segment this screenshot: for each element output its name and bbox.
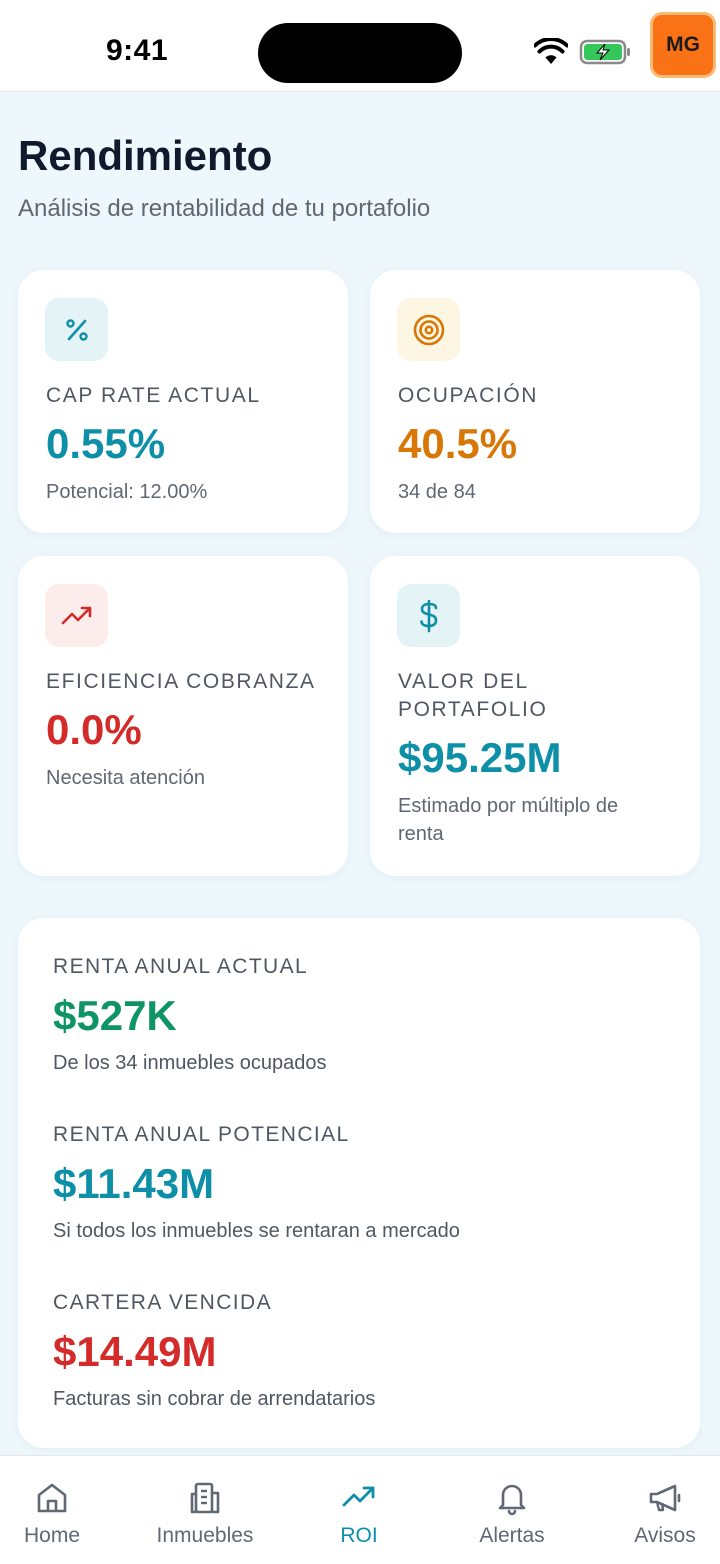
- home-icon: [37, 1483, 67, 1513]
- occupancy-value: 40.5%: [398, 420, 518, 467]
- occupancy-label: OCUPACIÓN: [398, 384, 539, 407]
- potential-income-value: $11.43M: [53, 1160, 215, 1207]
- occupancy-card[interactable]: OCUPACIÓN 40.5% 34 de 84: [370, 270, 700, 533]
- overdue-sub: Facturas sin cobrar de arrendatarios: [53, 1388, 376, 1410]
- target-icon: [397, 298, 460, 361]
- cap-rate-card[interactable]: CAP RATE ACTUAL 0.55% Potencial: 12.00%: [18, 270, 348, 533]
- occupancy-sub: 34 de 84: [398, 481, 476, 503]
- portfolio-value-value: $95.25M: [398, 734, 562, 781]
- trending-up-icon: [45, 584, 108, 647]
- current-income-label: RENTA ANUAL ACTUAL: [53, 955, 309, 978]
- portfolio-value-label-line2: PORTAFOLIO: [398, 698, 548, 721]
- dollar-icon: [397, 584, 460, 647]
- cap-rate-sub: Potencial: 12.00%: [46, 481, 208, 503]
- dynamic-island: [258, 23, 462, 83]
- building-icon: [190, 1482, 220, 1514]
- overdue-label: CARTERA VENCIDA: [53, 1291, 272, 1314]
- trending-up-icon: [342, 1486, 375, 1507]
- nav-label-roi: ROI: [340, 1524, 378, 1547]
- current-income-value: $527K: [53, 992, 177, 1039]
- status-time: 9:41: [106, 34, 169, 67]
- income-summary-card: RENTA ANUAL ACTUAL $527K De los 34 inmue…: [18, 918, 700, 1448]
- potential-income-sub: Si todos los inmuebles se rentaran a mer…: [53, 1220, 460, 1242]
- collection-label: EFICIENCIA COBRANZA: [46, 670, 316, 693]
- nav-label-avisos: Avisos: [634, 1524, 696, 1547]
- overdue-value: $14.49M: [53, 1328, 217, 1375]
- portfolio-value-label-line1: VALOR DEL: [398, 670, 529, 693]
- nav-label-alertas: Alertas: [479, 1524, 545, 1547]
- bottom-nav: Home Inmuebles ROI Alertas Av: [0, 1455, 720, 1564]
- page-title: Rendimiento: [18, 132, 273, 179]
- percent-icon: [45, 298, 108, 361]
- cap-rate-label: CAP RATE ACTUAL: [46, 384, 261, 407]
- portfolio-value-card[interactable]: VALOR DEL PORTAFOLIO $95.25M Estimado po…: [370, 556, 700, 876]
- wifi-icon: [534, 38, 568, 64]
- nav-item-avisos[interactable]: Avisos: [593, 1456, 720, 1564]
- nav-item-alertas[interactable]: Alertas: [440, 1456, 584, 1564]
- megaphone-icon: [649, 1484, 681, 1512]
- potential-income-label: RENTA ANUAL POTENCIAL: [53, 1123, 350, 1146]
- portfolio-value-sub-line1: Estimado por múltiplo de: [398, 795, 619, 817]
- nav-label-inmuebles: Inmuebles: [156, 1524, 254, 1547]
- nav-item-roi[interactable]: ROI: [287, 1456, 431, 1564]
- portfolio-value-label: VALOR DEL PORTAFOLIO: [398, 668, 547, 724]
- avatar[interactable]: MG: [650, 12, 716, 78]
- collection-efficiency-card[interactable]: EFICIENCIA COBRANZA 0.0% Necesita atenci…: [18, 556, 348, 876]
- portfolio-value-sub-line2: renta: [398, 823, 444, 845]
- battery-charging-icon: [579, 39, 630, 65]
- nav-item-inmuebles[interactable]: Inmuebles: [133, 1456, 277, 1564]
- collection-sub: Necesita atención: [46, 767, 205, 789]
- collection-value: 0.0%: [46, 706, 142, 753]
- cap-rate-value: 0.55%: [46, 420, 166, 467]
- portfolio-value-sub: Estimado por múltiplo de renta: [398, 792, 618, 848]
- status-bar: 9:41 MG: [0, 0, 720, 92]
- nav-label-home: Home: [23, 1524, 81, 1547]
- page-subtitle: Análisis de rentabilidad de tu portafoli…: [18, 195, 431, 222]
- nav-item-home[interactable]: Home: [0, 1456, 124, 1564]
- current-income-sub: De los 34 inmuebles ocupados: [53, 1052, 327, 1074]
- bell-icon: [498, 1484, 526, 1516]
